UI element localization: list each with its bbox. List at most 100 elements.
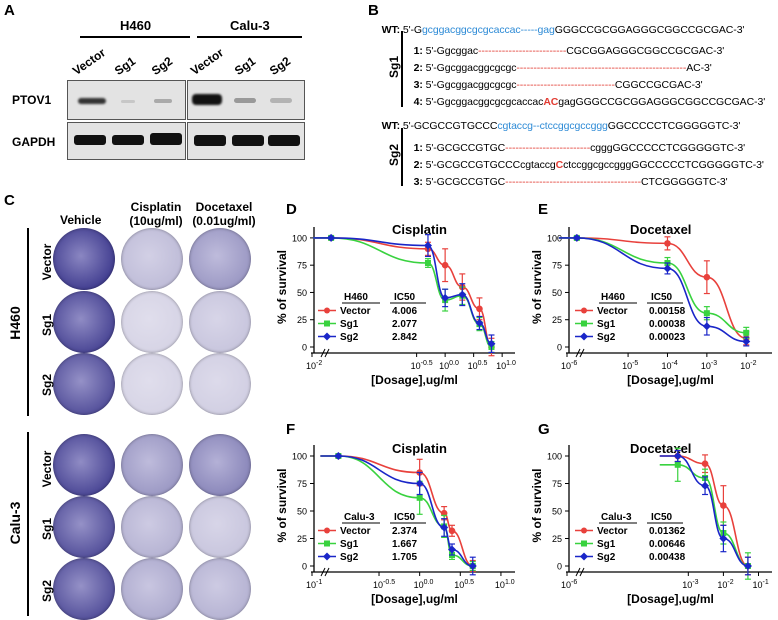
ic50-value: 1.667: [392, 539, 417, 550]
ic50-value: 0.00158: [649, 306, 686, 317]
data-point: [442, 297, 449, 304]
data-point: [476, 321, 483, 328]
clone-number: 2:: [413, 159, 423, 171]
clone-number: 3:: [413, 79, 423, 91]
row-label-gapdh: GAPDH: [12, 135, 56, 149]
legend-label: Vector: [340, 526, 371, 537]
chart-title: Cisplatin: [392, 222, 447, 237]
legend-marker: [581, 527, 587, 534]
colony-dish: [189, 434, 251, 496]
seq-pre: 5'-Ggcggacggcgcgc: [425, 79, 517, 91]
column-header-line: Docetaxel: [195, 200, 253, 214]
seq-pre: 5'-Ggcggacggcgcgc: [425, 62, 517, 74]
y-tick-label: 0: [302, 343, 307, 353]
blot-gapdh-calu3: [187, 122, 305, 160]
sg1-clone-1: 1: 5'-Ggcggac--------------------------C…: [408, 33, 725, 57]
seq-deletion: ----------------------------------------: [505, 176, 642, 188]
data-point: [441, 293, 450, 302]
fit-curve-sg1: [320, 455, 473, 567]
x-tick-label: 101.0: [496, 360, 516, 371]
panel-c-letter: C: [4, 192, 15, 209]
sg1-bracket: [401, 31, 403, 107]
data-point: [719, 534, 728, 543]
y-tick-label: 25: [552, 534, 562, 544]
legend-label: Sg1: [340, 539, 359, 550]
data-point: [440, 523, 449, 532]
colony-dish: [121, 558, 183, 620]
data-point: [742, 334, 750, 342]
fit-curve-sg2: [659, 455, 749, 567]
clone-number: 1:: [413, 45, 423, 57]
row-label-vector: Vector: [40, 243, 54, 281]
colony-dish: [53, 496, 115, 558]
ic50-value: 0.00438: [649, 552, 686, 563]
sg2-group-label: Sg2: [387, 144, 401, 167]
seq-target: gcggacggcgcgcaccac-----gag: [421, 24, 555, 36]
wt-tag: WT:: [381, 24, 400, 36]
colony-dish: [189, 558, 251, 620]
y-tick-label: 100: [547, 452, 562, 462]
y-tick-label: 75: [552, 479, 562, 489]
data-point: [488, 344, 495, 350]
x-axis-label: [Dosage],ug/ml: [371, 592, 458, 606]
column-header-line: (0.01ug/ml): [192, 214, 256, 228]
blot-gapdh-h460: [67, 122, 186, 160]
legend-marker: [324, 307, 330, 314]
y-tick-label: 0: [557, 562, 562, 572]
sg2-clone-1: 1: 5'-GCGCCGTGC-------------------------…: [408, 130, 745, 154]
y-tick-label: 0: [557, 343, 562, 353]
legend-label: Sg2: [597, 552, 616, 563]
seq-insertion: AC: [543, 96, 559, 108]
data-point: [415, 479, 424, 488]
seq-pre: 5'-G: [402, 24, 422, 36]
colony-dish: [189, 291, 251, 353]
y-tick-label: 100: [547, 233, 562, 243]
data-point: [416, 494, 423, 501]
sg1-group-label: Sg1: [387, 56, 401, 79]
fit-curve-sg2: [558, 237, 747, 343]
colony-dish: [121, 291, 183, 353]
row-label-vector: Vector: [40, 450, 54, 488]
data-point: [423, 241, 432, 250]
legend-marker: [323, 332, 331, 341]
y-tick-label: 0: [302, 562, 307, 572]
seq-post: CGCGGAGGGCGGCCGCGAC-3': [566, 45, 725, 57]
seq-post: CTCGGGGGTC-3': [641, 176, 728, 188]
seq-post: cgggGGCCCCCTCGGGGGTC-3': [590, 142, 745, 154]
axis-break: [324, 348, 330, 358]
ic50-value: 2.842: [392, 332, 417, 343]
table-header-ic50: IC50: [651, 512, 673, 523]
data-point: [475, 319, 484, 327]
ic50-value: 1.705: [392, 552, 417, 563]
legend-marker: [324, 540, 330, 547]
colony-dish: [53, 291, 115, 353]
legend-label: Sg2: [597, 332, 616, 343]
seq-deletion: -------------------------: [505, 142, 591, 154]
seq-post: AC-3': [686, 62, 712, 74]
x-tick-label: 101.0: [495, 579, 515, 590]
data-point: [424, 260, 431, 266]
blot-ptov1-calu3: [187, 80, 305, 120]
lane-label: Sg1: [111, 53, 139, 78]
seq-post: GGGCCGCGGAGGGCGGCCGCGAC-3': [554, 24, 745, 36]
row-label-ptov1: PTOV1: [12, 93, 52, 107]
axis-break: [320, 348, 326, 358]
row-label-sg1: Sg1: [40, 314, 54, 337]
legend-label: Vector: [597, 526, 628, 537]
x-tick-label: 100.0: [439, 360, 459, 371]
legend-label: Vector: [597, 306, 628, 317]
colony-dish: [189, 228, 251, 290]
x-axis-label: [Dosage],ug/ml: [627, 373, 714, 387]
axis-break: [324, 567, 330, 577]
group-label-h460: H460: [120, 18, 152, 33]
seq-pre: 5'-GCGCCGTGC: [425, 176, 506, 188]
data-point: [458, 290, 467, 299]
ic50-value: 2.077: [392, 319, 417, 330]
axis-break: [575, 567, 581, 577]
seq-pre: 5'-GCGCCGTGCCCcgtaccg: [425, 159, 556, 171]
data-point: [440, 509, 448, 517]
data-point: [416, 469, 423, 476]
lane-label: Vector: [69, 45, 109, 78]
x-tick-label: 10-3: [682, 579, 698, 590]
fit-curve-sg2: [320, 455, 473, 567]
